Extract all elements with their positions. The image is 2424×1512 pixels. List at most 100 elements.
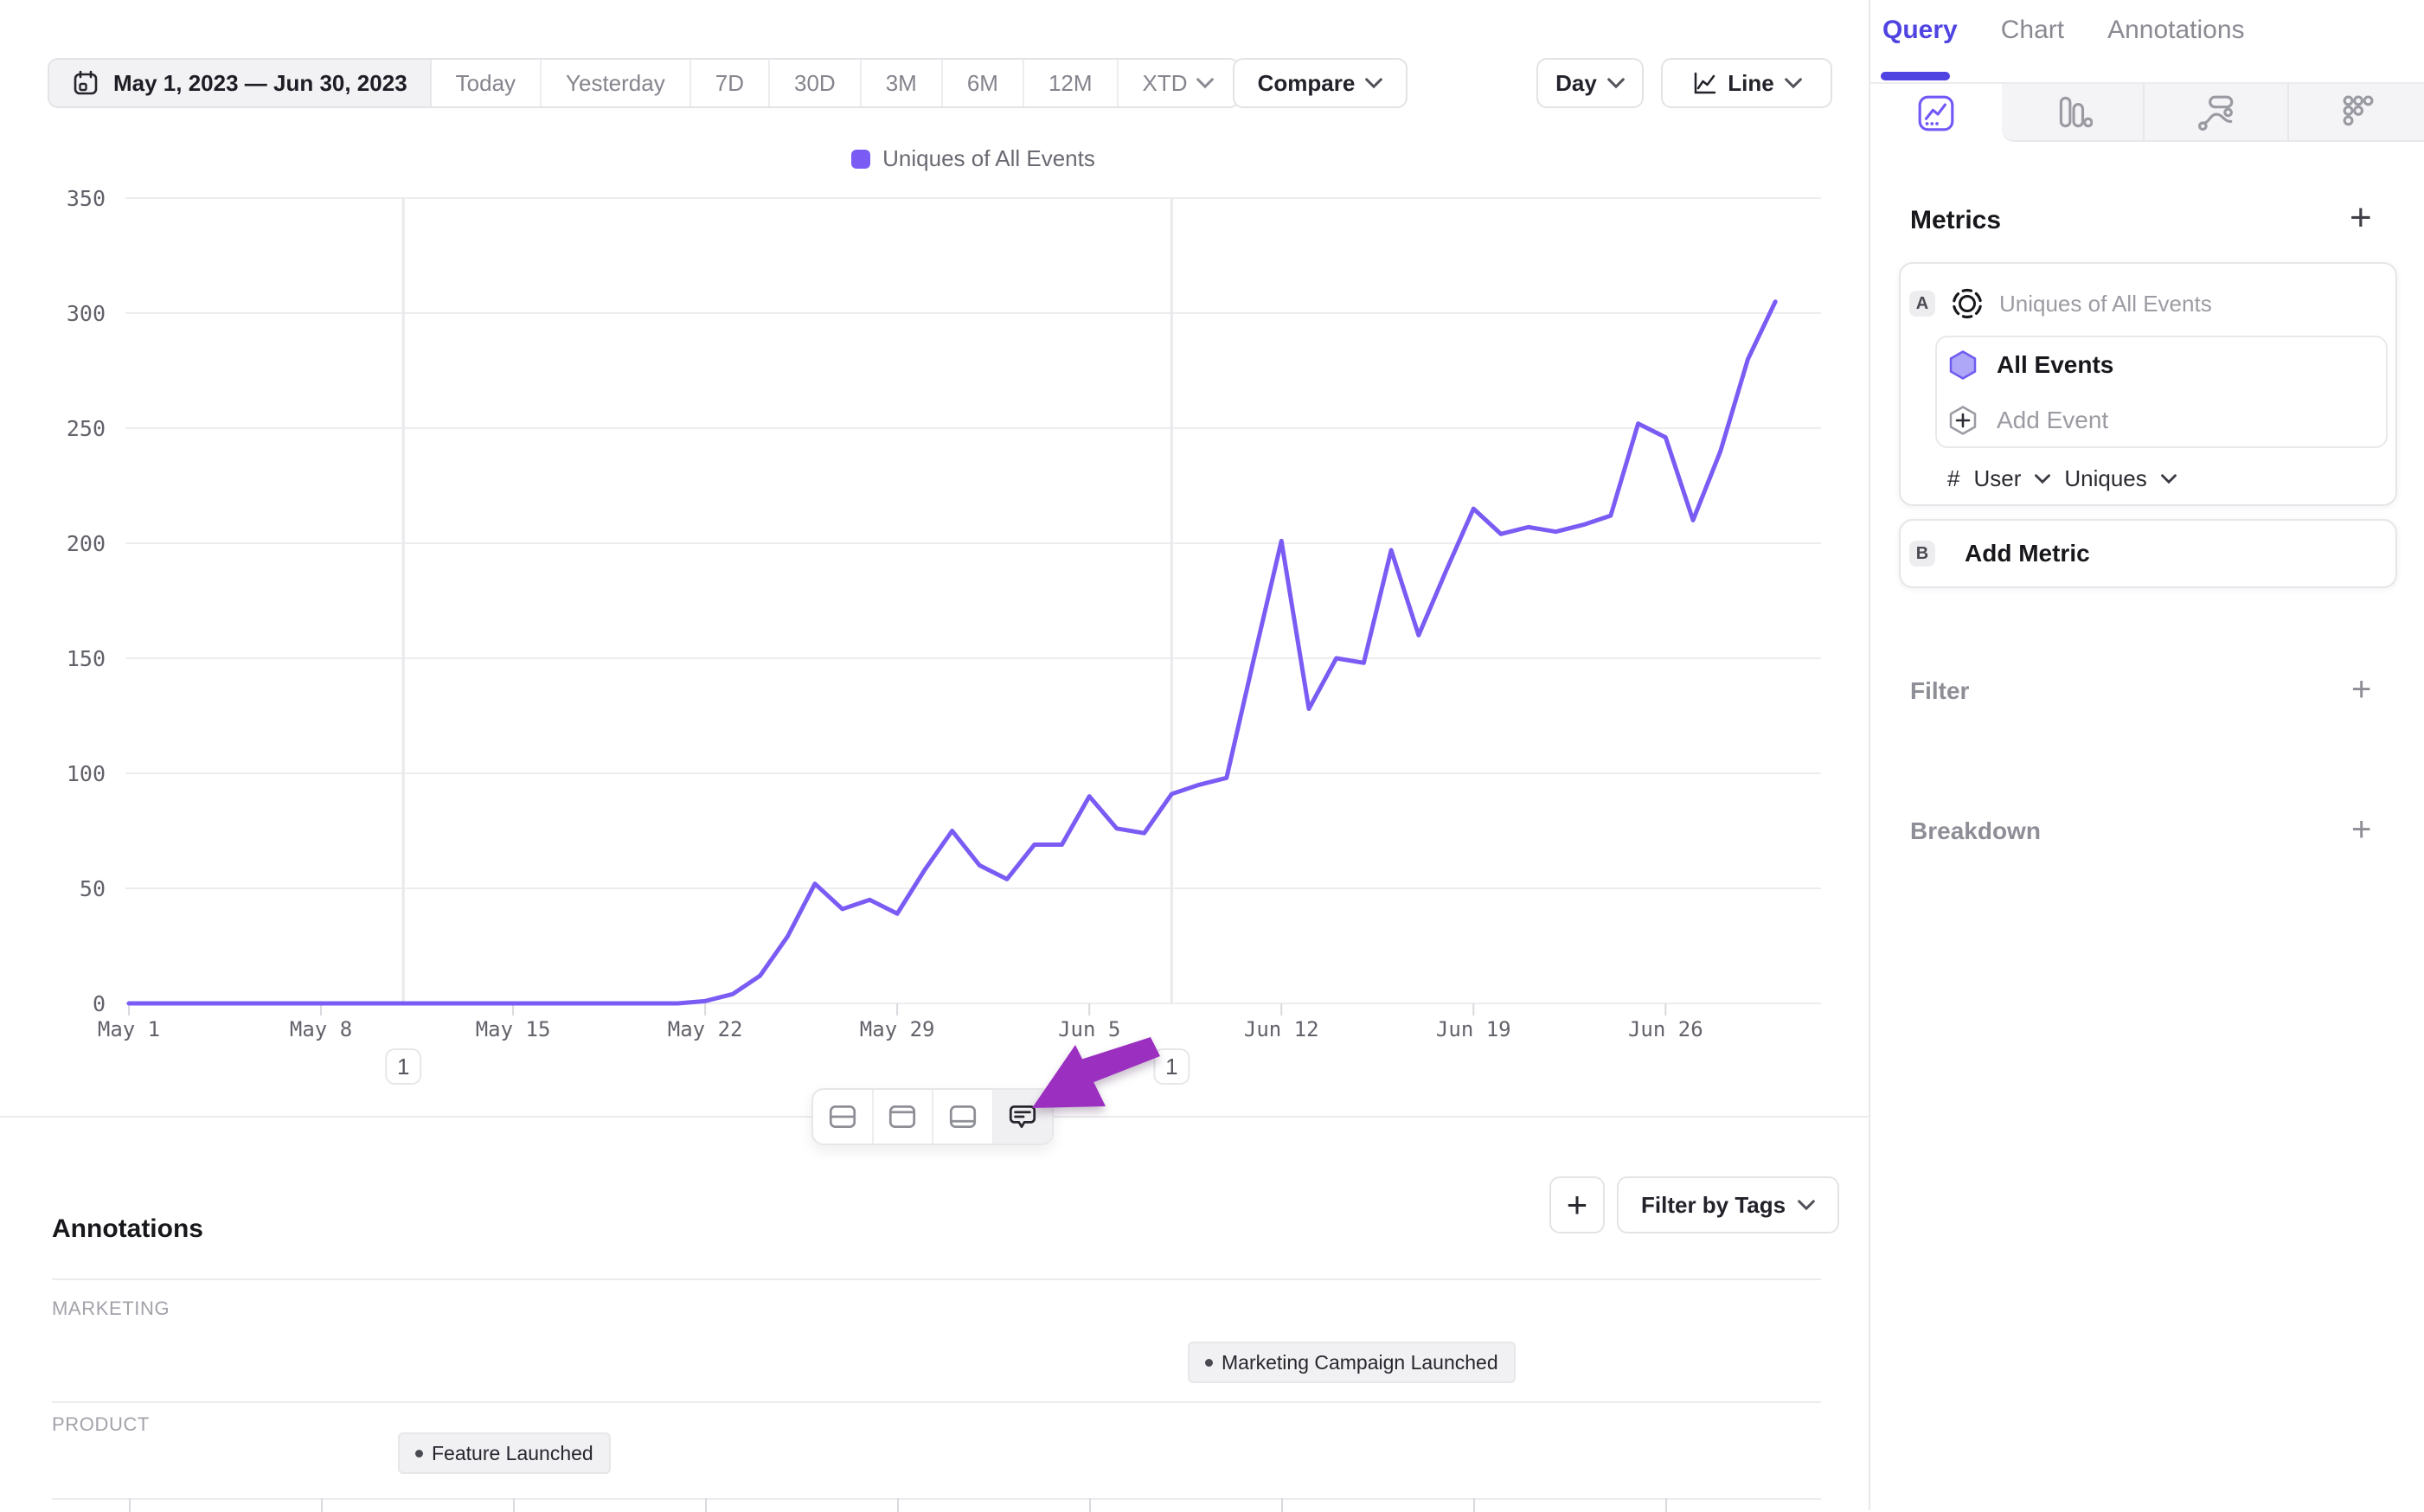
range-button-7d[interactable]: 7D <box>690 60 770 106</box>
x-axis-label: May 8 <box>290 1017 352 1041</box>
annotations-title: Annotations <box>52 1214 203 1243</box>
layout-panel-bottom-button[interactable] <box>933 1090 994 1144</box>
line-chart-icon <box>1695 72 1716 94</box>
legend-label: Uniques of All Events <box>882 145 1095 171</box>
chart-legend[interactable]: Uniques of All Events <box>125 145 1821 172</box>
chart-type-dropdown[interactable]: Line <box>1661 58 1832 108</box>
chevron-down-icon <box>1607 78 1625 89</box>
metric-header: A Uniques of All Events <box>1909 287 2212 320</box>
x-axis-label: Jun 12 <box>1244 1017 1319 1041</box>
comment-icon <box>1010 1105 1036 1128</box>
query-sidebar: Query Chart Annotations <box>1869 0 2424 1510</box>
range-button-3m[interactable]: 3M <box>861 60 943 106</box>
chevron-down-icon <box>1196 78 1214 89</box>
layout-panel-top-button[interactable] <box>874 1090 933 1144</box>
add-filter-plus-icon[interactable]: + <box>2351 670 2372 708</box>
x-axis-label: May 22 <box>668 1017 743 1041</box>
chevron-down-icon <box>2035 474 2051 484</box>
annotations-panel: Annotations + Filter by Tags MARKETING Ma… <box>0 1116 1869 1512</box>
chevron-down-icon <box>1365 78 1383 89</box>
calendar-icon <box>74 70 98 95</box>
metric-name[interactable]: Uniques of All Events <box>1999 290 2212 317</box>
chevron-down-icon <box>1798 1200 1815 1211</box>
range-button-6m[interactable]: 6M <box>942 60 1024 106</box>
compare-button[interactable]: Compare <box>1233 58 1408 108</box>
add-metric-label: Add Metric <box>1965 540 2090 567</box>
metric-settings-icon[interactable] <box>1951 287 1984 320</box>
annotation-group-label-product: PRODUCT <box>52 1413 150 1435</box>
y-axis-label: 100 <box>67 761 106 786</box>
sidebar-tab-query[interactable]: Query <box>1882 16 1958 44</box>
svg-text:1: 1 <box>1165 1054 1177 1080</box>
metric-badge: B <box>1909 541 1935 567</box>
chart-type-tab-line[interactable] <box>1870 84 2002 142</box>
granularity-dropdown[interactable]: Day <box>1536 58 1644 108</box>
add-event-row[interactable]: Add Event <box>1948 405 2108 436</box>
add-annotation-button[interactable]: + <box>1549 1176 1605 1233</box>
event-label: All Events <box>1997 351 2114 378</box>
add-metric-card[interactable]: B Add Metric <box>1899 519 2397 588</box>
chevron-down-icon <box>2160 474 2177 484</box>
event-hexagon-icon <box>1949 350 1977 380</box>
range-button-30d[interactable]: 30D <box>769 60 862 106</box>
chart-type-tabs <box>1870 84 2424 142</box>
filter-section-label: Filter <box>1910 677 1970 704</box>
metric-card-a: A Uniques of All Events All Events <box>1899 262 2397 506</box>
layout-split-horizontal-button[interactable] <box>813 1090 874 1144</box>
range-button-today[interactable]: Today <box>431 60 542 106</box>
annotation-dot <box>1205 1358 1213 1367</box>
measure-aggregation-dropdown[interactable]: Uniques <box>2064 465 2147 491</box>
y-axis-label: 50 <box>80 876 106 901</box>
x-axis-label: May 15 <box>476 1017 551 1041</box>
range-button-xtd[interactable]: XTD <box>1118 60 1238 106</box>
add-metric-plus-icon[interactable]: + <box>2350 196 2372 239</box>
annotation-pill[interactable]: Feature Launched <box>398 1432 611 1474</box>
series-line-uniques[interactable] <box>126 299 1778 1006</box>
legend-swatch <box>851 149 871 169</box>
panel-top-icon <box>889 1105 916 1128</box>
annotation-count-badge-jun-8[interactable]: 1 <box>1153 1048 1190 1085</box>
range-button-12m[interactable]: 12M <box>1023 60 1119 106</box>
chart-type-tab-stream[interactable] <box>2143 84 2287 142</box>
sidebar-tab-chart[interactable]: Chart <box>2000 16 2065 44</box>
sidebar-tabs: Query Chart Annotations <box>1882 16 2245 45</box>
measure-entity-dropdown[interactable]: User <box>1973 465 2022 491</box>
ruler-tick <box>321 1498 324 1512</box>
annotation-dot <box>415 1449 423 1458</box>
annotation-group-divider <box>52 1401 1821 1403</box>
annotation-pill[interactable]: Marketing Campaign Launched <box>1188 1342 1516 1383</box>
x-axis-label: Jun 19 <box>1436 1017 1511 1041</box>
date-range-group: May 1, 2023 — Jun 30, 2023 Today Yesterda… <box>48 58 1240 108</box>
range-button-yesterday[interactable]: Yesterday <box>542 60 691 106</box>
annotations-timeline-ruler <box>52 1498 1821 1500</box>
chart-type-tab-grid[interactable] <box>2287 84 2424 142</box>
ruler-tick <box>1473 1498 1476 1512</box>
add-event-hexagon-icon <box>1949 406 1977 435</box>
annotations-comment-button[interactable] <box>993 1090 1052 1144</box>
x-axis-label: May 1 <box>98 1017 160 1041</box>
metrics-section-title: Metrics <box>1910 206 2002 234</box>
ruler-tick <box>897 1498 900 1512</box>
sidebar-tab-annotations[interactable]: Annotations <box>2107 16 2245 44</box>
ruler-tick <box>1665 1498 1668 1512</box>
events-card: All Events Add Event <box>1935 336 2388 448</box>
x-axis-label: Jun 5 <box>1058 1017 1120 1041</box>
date-range-label: May 1, 2023 — Jun 30, 2023 <box>113 69 407 96</box>
y-axis-label: 250 <box>67 416 106 441</box>
y-axis-label: 150 <box>67 646 106 671</box>
ruler-tick <box>1281 1498 1284 1512</box>
event-row-all-events[interactable]: All Events <box>1948 349 2113 381</box>
panel-bottom-icon <box>949 1105 976 1128</box>
date-range-picker[interactable]: May 1, 2023 — Jun 30, 2023 <box>49 60 432 106</box>
filter-by-tags-button[interactable]: Filter by Tags <box>1617 1176 1840 1233</box>
chart-type-tab-bar[interactable] <box>2002 84 2143 142</box>
annotation-group-label-marketing: MARKETING <box>52 1297 170 1319</box>
stream-chart-icon <box>2197 95 2233 131</box>
measure-row: # User Uniques <box>1947 465 2177 492</box>
active-tab-underline <box>1881 72 1950 80</box>
annotation-count-badge-may-11[interactable]: 1 <box>385 1048 422 1085</box>
ruler-tick <box>513 1498 516 1512</box>
add-breakdown-plus-icon[interactable]: + <box>2351 810 2372 849</box>
